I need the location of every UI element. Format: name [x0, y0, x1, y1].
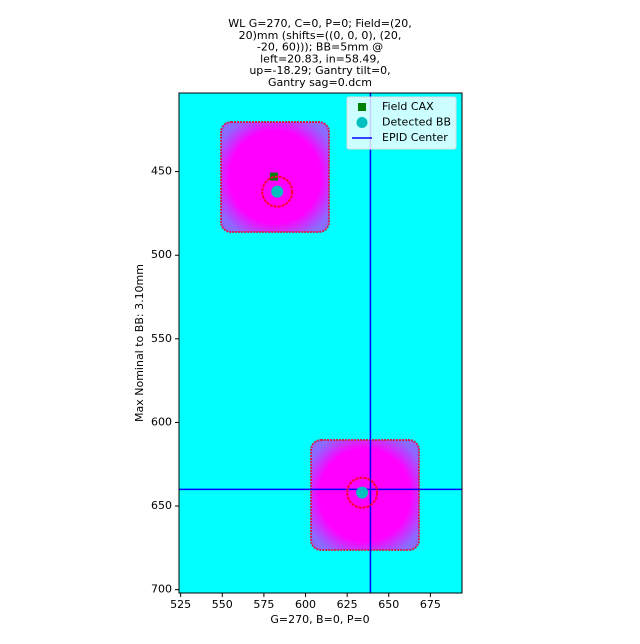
detected-bb-marker	[271, 185, 284, 198]
axes-frame	[178, 92, 463, 594]
x-tick-label: 600	[295, 598, 316, 611]
y-tick-label: 650	[151, 499, 172, 512]
y-tick-label: 450	[151, 165, 172, 178]
legend-marker	[358, 103, 366, 111]
chart-title: 20)mm (shifts=((0, 0, 0), (20,	[239, 29, 402, 42]
legend-label: EPID Center	[382, 131, 448, 144]
legend-label: Detected BB	[382, 116, 451, 129]
x-axis-label: G=270, B=0, P=0	[270, 613, 369, 626]
x-tick-label: 550	[212, 598, 233, 611]
x-tick-label: 650	[378, 598, 399, 611]
x-tick-label: 675	[420, 598, 441, 611]
y-axis-label: Max Nominal to BB: 3.10mm	[133, 264, 146, 422]
x-tick-label: 525	[170, 598, 191, 611]
x-tick-label: 575	[253, 598, 274, 611]
legend-label: Field CAX	[382, 100, 434, 113]
y-tick-label: 700	[151, 583, 172, 596]
legend-marker	[356, 117, 368, 128]
detected-bb-marker	[356, 486, 369, 499]
bb-ring	[261, 175, 294, 208]
y-tick-label: 600	[151, 415, 172, 428]
chart-title: WL G=270, C=0, P=0; Field=(20,	[228, 17, 412, 30]
y-tick-label: 500	[151, 248, 172, 261]
x-tick-label: 625	[337, 598, 358, 611]
chart-title: -20, 60))); BB=5mm @	[257, 41, 383, 54]
chart-title: left=20.83, in=58.49,	[260, 52, 380, 65]
bb-ring	[346, 476, 379, 509]
legend-box	[346, 96, 457, 150]
y-tick-label: 550	[151, 332, 172, 345]
chart-title: up=-18.29; Gantry tilt=0,	[249, 64, 390, 77]
chart-title: Gantry sag=0.dcm	[268, 76, 372, 89]
